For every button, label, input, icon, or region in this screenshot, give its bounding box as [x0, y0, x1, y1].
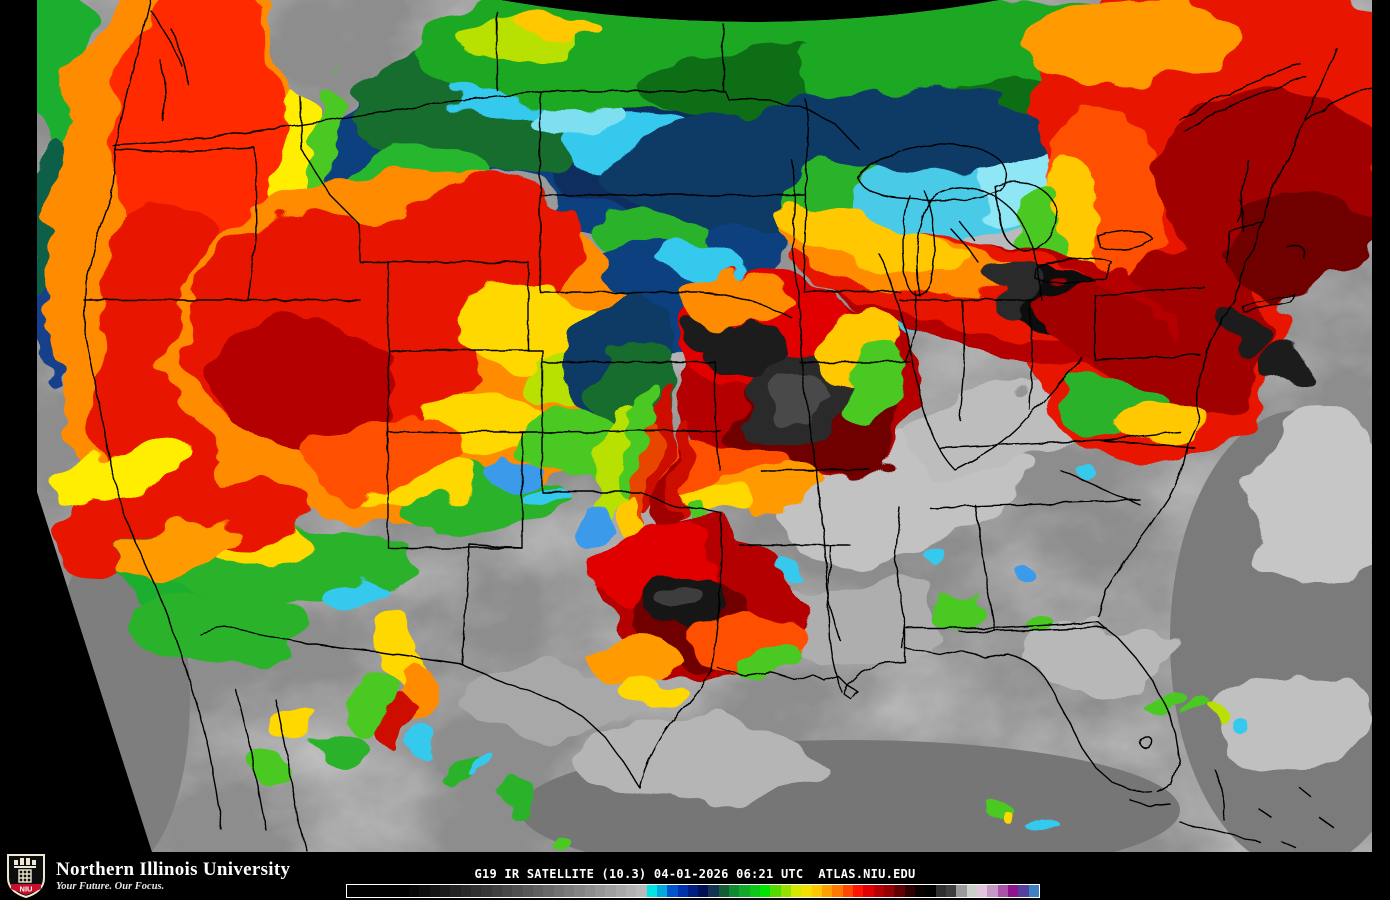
colorbar-cell	[377, 885, 389, 897]
colorbar-cell	[966, 885, 978, 897]
colorbar-cell	[729, 885, 740, 897]
niu-acronym: NIU	[20, 885, 33, 894]
colorbar-cell	[1008, 885, 1019, 897]
colorbar-cell	[605, 885, 616, 897]
colorbar-cell	[419, 885, 430, 897]
colorbar-cell	[842, 885, 854, 897]
colorbar-cell	[470, 885, 482, 897]
temperature-colorbar	[346, 884, 1040, 898]
colorbar-cell	[532, 885, 544, 897]
image-caption: G19 IR SATELLITE (10.3) 04-01-2026 06:21…	[474, 867, 916, 881]
colorbar-cell	[904, 885, 916, 897]
colorbar-cell	[791, 885, 802, 897]
colorbar-cell	[501, 885, 513, 897]
colorbar-cell	[491, 885, 502, 897]
colorbar-cell	[667, 885, 678, 897]
colorbar-cell	[760, 885, 771, 897]
colorbar-cell	[822, 885, 833, 897]
institution-name: Northern Illinois University	[56, 858, 291, 880]
colorbar-cell	[718, 885, 730, 897]
colorbar-cell	[935, 885, 947, 897]
colorbar-cell	[894, 885, 905, 897]
satellite-imagery	[37, 0, 1372, 852]
colorbar-cell	[997, 885, 1008, 897]
niu-shield-icon: NIU	[7, 854, 45, 898]
colorbar-cell	[408, 885, 420, 897]
colorbar-cell	[977, 885, 988, 897]
colorbar-cell	[594, 885, 606, 897]
colorbar-cell	[780, 885, 792, 897]
colorbar-cell	[687, 885, 699, 897]
colorbar-cell	[946, 885, 957, 897]
colorbar-cell	[450, 885, 461, 897]
colorbar-cell	[481, 885, 492, 897]
colorbar-cell	[1028, 885, 1039, 897]
colorbar-cell	[543, 885, 554, 897]
colorbar-cell	[770, 885, 781, 897]
colorbar-cell	[574, 885, 585, 897]
colorbar-cell	[656, 885, 668, 897]
colorbar-cell	[429, 885, 440, 897]
colorbar-cell	[1018, 885, 1029, 897]
footer-bar: NIU Northern Illinois University Your Fu…	[0, 852, 1390, 900]
institution-tagline: Your Future. Our Focus.	[56, 881, 165, 893]
colorbar-cell	[801, 885, 812, 897]
colorbar-cell	[367, 885, 378, 897]
colorbar-cell	[739, 885, 750, 897]
state-borders	[83, 0, 1372, 851]
satellite-map	[37, 0, 1372, 852]
colorbar-cell	[832, 885, 843, 897]
colorbar-cell	[615, 885, 626, 897]
colorbar-cell	[863, 885, 874, 897]
colorbar-cell	[873, 885, 885, 897]
colorbar-cell	[925, 885, 936, 897]
colorbar-cell	[347, 885, 358, 897]
colorbar-cell	[698, 885, 709, 897]
colorbar-cell	[811, 885, 823, 897]
colorbar-cell	[563, 885, 575, 897]
colorbar-cell	[512, 885, 523, 897]
colorbar-cell	[553, 885, 564, 897]
colorbar-cell	[460, 885, 471, 897]
colorbar-cell	[439, 885, 451, 897]
colorbar-cell	[915, 885, 926, 897]
colorbar-cell	[522, 885, 533, 897]
colorbar-cell	[956, 885, 967, 897]
colorbar-cell	[884, 885, 895, 897]
colorbar-cell	[357, 885, 368, 897]
colorbar-cell	[625, 885, 637, 897]
colorbar-cell	[646, 885, 657, 897]
colorbar-cell	[987, 885, 998, 897]
colorbar-cell	[708, 885, 719, 897]
colorbar-cell	[853, 885, 864, 897]
colorbar-cell	[636, 885, 647, 897]
colorbar-cell	[749, 885, 761, 897]
colorbar-cell	[388, 885, 399, 897]
niu-logo: NIU Northern Illinois University Your Fu…	[6, 853, 290, 899]
colorbar-cell	[584, 885, 595, 897]
colorbar-cell	[677, 885, 688, 897]
colorbar-cell	[398, 885, 409, 897]
